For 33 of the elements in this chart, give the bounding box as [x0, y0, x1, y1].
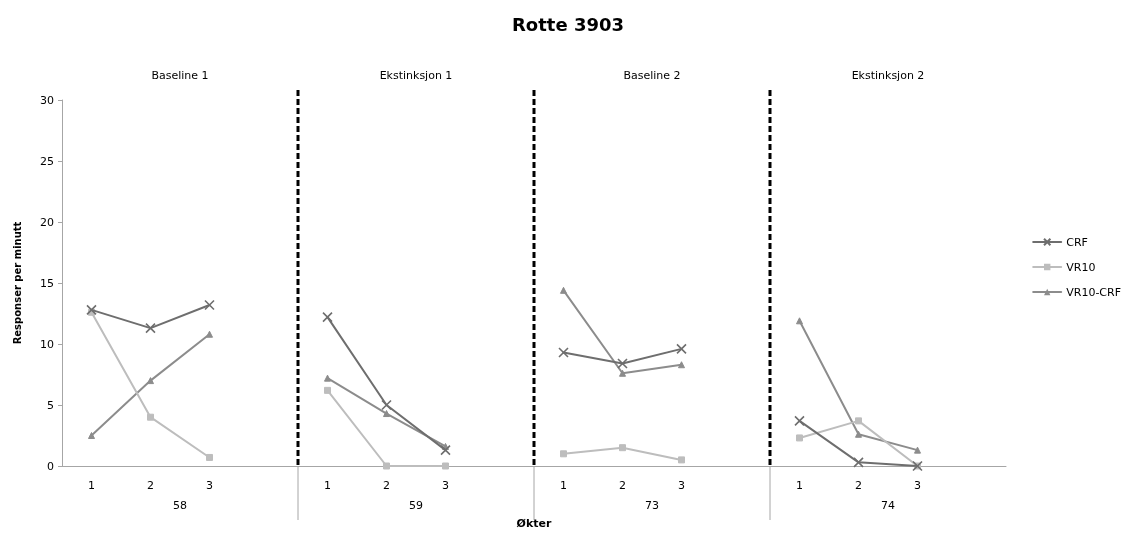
- y-tick-label: 15: [40, 276, 54, 290]
- x-tick-label: 2: [383, 479, 390, 492]
- x-tick-label: 1: [324, 479, 331, 492]
- legend-label: VR10: [1066, 260, 1096, 274]
- y-tick-label: 20: [40, 215, 54, 229]
- x-tick-label: 3: [914, 479, 921, 492]
- y-tick-label: 0: [47, 459, 54, 473]
- y-tick-label: 5: [47, 398, 54, 412]
- text: Ekstinksjon 2: [851, 69, 925, 82]
- y-tick-label: 30: [40, 93, 54, 107]
- x-tick-label: 1: [88, 479, 95, 492]
- chart-title: Rotte 3903: [511, 13, 625, 35]
- legend-label: VR10-CRF: [1066, 285, 1122, 299]
- x-tick-label: 2: [147, 479, 154, 492]
- x-tick-label: 1: [796, 479, 803, 492]
- x-tick-label: 2: [619, 479, 626, 492]
- x-tick-label: 3: [442, 479, 449, 492]
- x-tick-label: 3: [206, 479, 213, 492]
- y-tick-label: 10: [40, 337, 54, 351]
- y-axis-title: Responser per minutt: [11, 221, 23, 345]
- x-tick-label: 2: [855, 479, 862, 492]
- x-tick-label: 3: [678, 479, 685, 492]
- text: Ekstinksjon 1: [379, 69, 453, 82]
- x-tick-label: 1: [560, 479, 567, 492]
- y-tick-label: 25: [40, 154, 54, 168]
- text: Baseline 2: [623, 69, 681, 82]
- text: Baseline 1: [151, 69, 209, 82]
- legend-label: CRF: [1066, 235, 1088, 249]
- text: 59: [409, 499, 423, 512]
- text: 73: [645, 499, 659, 512]
- x-axis-title: Økter: [516, 517, 552, 530]
- text: 74: [881, 499, 895, 512]
- text: 58: [173, 499, 187, 512]
